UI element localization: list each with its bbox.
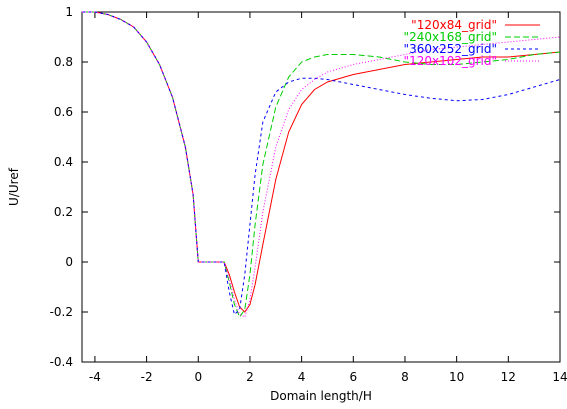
x-tick-label: 6 [349,370,357,384]
series-lines [82,11,561,319]
y-axis-ticks: -0.4 -0.2 0 0.2 0.4 0.6 0.8 1 [50,5,560,369]
x-tick-label: 4 [298,370,306,384]
x-tick-label: 10 [449,370,464,384]
y-tick-label: 0.2 [54,205,73,219]
y-tick-label: -0.2 [50,305,73,319]
plot-area [81,11,561,363]
x-tick-label: 2 [246,370,254,384]
y-tick-label: 1 [65,5,73,19]
y-axis-label: U/Uref [7,167,21,206]
x-tick-label: 0 [194,370,202,384]
x-tick-label: 14 [552,370,567,384]
x-tick-label: -4 [89,370,101,384]
legend-label-3: "360x252_grid" [404,42,497,56]
x-axis-ticks: -4 -2 0 2 4 6 8 10 12 14 [89,12,567,384]
legend-label-4: "120x102_grid" [404,54,497,68]
y-tick-label: -0.4 [50,355,73,369]
series-line-2 [82,11,561,319]
y-tick-label: 0.8 [54,55,73,69]
plot-frame [81,11,561,363]
x-tick-label: 8 [401,370,409,384]
x-tick-label: -2 [141,370,153,384]
legend-label-2: "240x168_grid" [404,30,497,44]
x-axis-label: Domain length/H [270,389,372,403]
y-tick-label: 0.6 [54,105,73,119]
legend-label-1: "120x84_grid" [411,18,497,32]
y-tick-label: 0 [65,255,73,269]
y-tick-label: 0.4 [54,155,73,169]
legend: "120x84_grid""240x168_grid""360x252_grid… [404,18,540,68]
series-line-3 [82,11,561,316]
x-tick-label: 12 [501,370,516,384]
